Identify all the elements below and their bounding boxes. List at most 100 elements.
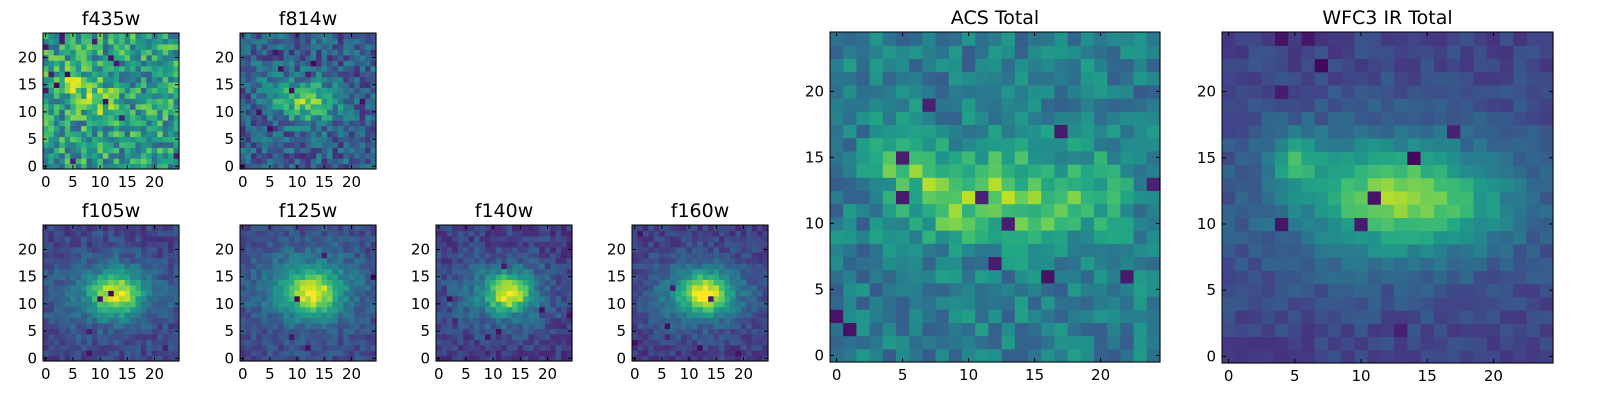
pixel-cell [713,279,720,286]
pixel-cell [1107,282,1121,297]
pixel-cell [288,257,295,264]
pixel-cell [162,163,169,170]
pixel-cell [305,49,312,56]
pixel-cell [1394,204,1408,218]
pixel-cell [1014,282,1029,297]
pixel-cell [64,257,71,264]
pixel-cell [962,98,976,112]
pixel-cell [43,263,50,270]
pixel-cell [1380,151,1395,165]
pixel-cell [316,317,323,324]
pixel-cell [533,328,540,335]
pixel-cell [909,282,923,297]
pixel-cell [1354,164,1369,179]
pixel-cell [762,257,769,264]
pixel-cell [337,71,344,78]
pixel-cell [637,273,644,280]
pixel-cell [173,152,180,159]
pixel-cell [632,339,639,346]
pixel-cell [896,111,910,125]
pixel-cell [474,252,481,259]
pixel-cell [70,38,77,45]
pixel-cell [256,225,263,232]
pixel-cell [108,284,115,291]
pixel-cell [124,54,131,61]
pixel-cell [962,150,976,165]
pixel-cell [75,355,82,362]
pixel-cell [305,333,312,340]
pixel-cell [1133,230,1148,244]
pixel-cell [294,284,301,291]
pixel-cell [332,339,339,346]
pixel-cell [278,92,285,99]
pixel-cell [1120,335,1135,350]
pixel-cell [48,306,55,313]
pixel-cell [305,355,312,362]
pixel-cell [539,263,546,270]
y-tick-label: 10 [18,295,37,313]
pixel-cell [670,246,677,253]
pixel-cell [670,295,677,302]
pixel-cell [512,295,519,302]
pixel-cell [512,317,519,324]
pixel-cell [484,273,491,280]
pixel-cell [119,130,126,137]
pixel-cell [81,60,88,67]
pixel-cell [113,350,120,357]
pixel-cell [348,235,355,242]
pixel-cell [91,158,98,165]
pixel-cell [962,256,976,271]
pixel-cell [250,92,257,99]
axes-frame [631,224,769,362]
pixel-cell [168,241,175,248]
pixel-cell [1500,296,1514,311]
pixel-cell [555,301,562,308]
pixel-cell [642,268,649,275]
pixel-cell [240,344,247,351]
pixel-cell [261,54,268,61]
pixel-cell [267,152,274,159]
pixel-cell [354,152,361,159]
pixel-cell [1288,336,1303,351]
pixel-cell [365,141,372,148]
pixel-cell [64,163,71,170]
pixel-cell [830,309,844,323]
pixel-cell [130,114,137,121]
pixel-cell [64,301,71,308]
pixel-cell [272,109,279,116]
pixel-cell [327,136,334,143]
pixel-cell [1380,230,1395,245]
pixel-cell [1146,269,1161,284]
pixel-cell [830,282,844,297]
pixel-cell [988,32,1003,46]
pixel-cell [1420,190,1435,205]
pixel-cell [86,246,93,253]
x-tick-label: 5 [657,365,667,383]
pixel-cell [1235,283,1250,298]
pixel-cell [746,263,753,270]
pixel-cell [1054,348,1069,363]
pixel-cell [988,216,1003,231]
pixel-cell [1080,177,1095,191]
pixel-cell [670,225,677,232]
pixel-cell [168,339,175,346]
pixel-cell [316,263,323,270]
pixel-cell [501,306,508,313]
pixel-cell [1380,296,1395,311]
pixel-cell [735,322,742,329]
pixel-cell [48,230,55,237]
pixel-cell [642,252,649,259]
pixel-cell [468,284,475,291]
pixel-cell [53,263,60,270]
pixel-cell [354,76,361,83]
pixel-cell [1094,269,1108,284]
pixel-cell [250,109,257,116]
pixel-cell [151,114,158,121]
pixel-cell [370,317,377,324]
pixel-cell [757,317,764,324]
pixel-cell [108,290,115,297]
pixel-cell [528,344,535,351]
pixel-cell [359,306,366,313]
pixel-cell [365,328,372,335]
pixel-cell [283,273,290,280]
